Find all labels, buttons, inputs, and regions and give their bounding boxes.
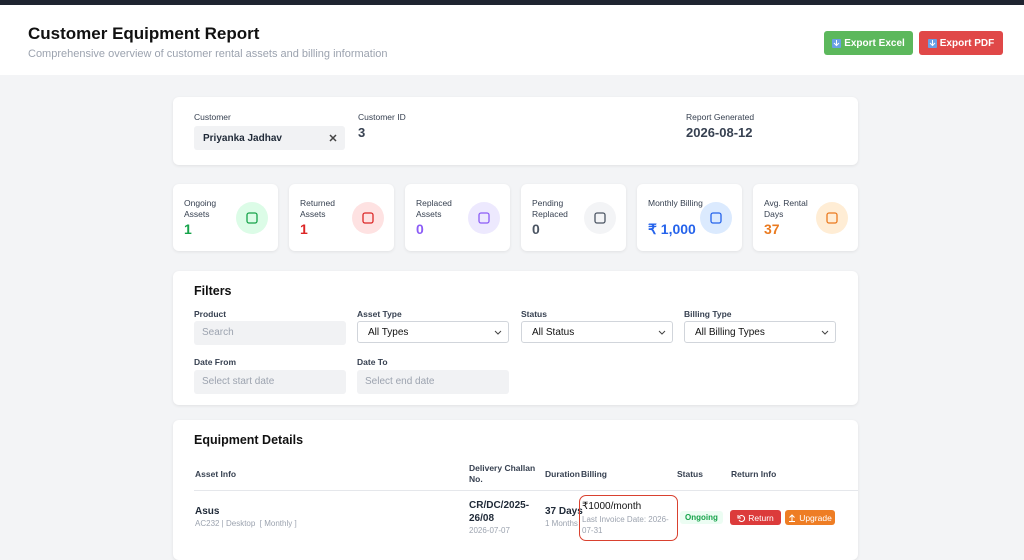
- date-to-input[interactable]: Select end date: [357, 370, 509, 394]
- date-from-input[interactable]: Select start date: [194, 370, 346, 394]
- stat-label: Avg. Rental Days: [764, 198, 808, 219]
- label: Report Generated: [686, 112, 755, 122]
- icon: [362, 212, 374, 224]
- button-label: Export Excel: [844, 37, 905, 49]
- select-value: All Status: [532, 327, 575, 338]
- billing-amount: ₹1000/month: [582, 501, 642, 512]
- chevron: [821, 330, 829, 335]
- filter-label: Date From: [194, 357, 237, 367]
- button-label: Upgrade: [799, 512, 832, 523]
- stat-label: Returned Assets: [300, 198, 335, 219]
- stat-label: Ongoing Assets: [184, 198, 217, 219]
- stat-card: Monthly Billing ₹ 1,000: [637, 184, 742, 251]
- asset-name: Asus: [195, 506, 220, 517]
- filter-label: Asset Type: [357, 309, 402, 319]
- page-title: Customer Equipment Report: [28, 24, 260, 43]
- stat-label: Pending Replaced: [532, 198, 568, 219]
- column-header: Delivery Challan No.: [469, 463, 536, 484]
- download-icon: [832, 38, 842, 48]
- section-title: Filters: [194, 284, 232, 298]
- stat-icon: [352, 202, 384, 234]
- stat-label: Replaced Assets: [416, 198, 452, 219]
- stat-icon: [816, 202, 848, 234]
- clear-icon[interactable]: [329, 134, 337, 142]
- button-label: Return: [748, 512, 774, 523]
- export-pdf-button[interactable]: Export PDF: [919, 31, 1003, 55]
- stat-value: ₹ 1,000: [648, 221, 696, 237]
- filters-card: Filters Product Search Asset Type All Ty…: [173, 271, 858, 405]
- export-excel-button[interactable]: Export Excel: [824, 31, 913, 55]
- stat-label: Monthly Billing: [648, 198, 703, 208]
- select-value: All Billing Types: [695, 327, 765, 338]
- report-date: 2026-08-12: [686, 125, 753, 140]
- asset-detail: AC232 | Desktop [ Monthly ]: [195, 519, 297, 528]
- label: Customer: [194, 112, 231, 122]
- status-select[interactable]: All Status: [521, 321, 673, 343]
- chevron: [494, 330, 502, 335]
- billing-detail: Last Invoice Date: 2026-07-31: [582, 515, 669, 535]
- billing-type-select[interactable]: All Billing Types: [684, 321, 836, 343]
- challan-no: CR/DC/2025-26/08: [469, 500, 530, 524]
- divider: [194, 490, 858, 491]
- filter-label: Status: [521, 309, 547, 319]
- filter-label: Date To: [357, 357, 388, 367]
- stat-value: 0: [532, 221, 540, 237]
- stat-card: Avg. Rental Days 37: [753, 184, 858, 251]
- icon: [826, 212, 838, 224]
- product-input[interactable]: Search: [194, 321, 346, 345]
- stat-icon: [584, 202, 616, 234]
- column-header: Return Info: [731, 469, 777, 479]
- select-value: All Types: [368, 327, 409, 338]
- challan-date: 2026-07-07: [469, 526, 510, 535]
- upgrade-icon: [789, 513, 796, 522]
- stat-value: 0: [416, 221, 424, 237]
- chevron: [658, 330, 666, 335]
- column-header: Billing: [581, 469, 607, 479]
- return-icon: [737, 514, 746, 522]
- stat-value: 1: [300, 221, 308, 237]
- duration-detail: 1 Months: [545, 519, 578, 528]
- column-header: Duration: [545, 469, 580, 479]
- customer-select[interactable]: Priyanka Jadhav: [194, 126, 345, 150]
- icon: [710, 212, 722, 224]
- header: Customer Equipment Report Comprehensive …: [0, 5, 1024, 75]
- stat-value: 1: [184, 221, 192, 237]
- stat-card: Returned Assets 1: [289, 184, 394, 251]
- icon: [478, 212, 490, 224]
- column-header: Asset Info: [195, 469, 237, 479]
- highlight-outline: [579, 495, 678, 541]
- download-icon: [927, 38, 937, 48]
- stat-card: Replaced Assets 0: [405, 184, 510, 251]
- customer-card: Customer Priyanka Jadhav Customer ID 3 R…: [173, 97, 858, 165]
- stat-card: Ongoing Assets 1: [173, 184, 278, 251]
- page-subtitle: Comprehensive overview of customer renta…: [28, 48, 388, 60]
- top-bar: [0, 0, 1024, 5]
- filter-label: Billing Type: [684, 309, 732, 319]
- upgrade-button[interactable]: Upgrade: [785, 510, 835, 525]
- stat-card: Pending Replaced 0: [521, 184, 626, 251]
- column-header: Status: [677, 469, 703, 479]
- button-label: Export PDF: [939, 37, 995, 49]
- status-badge: Ongoing: [680, 511, 723, 524]
- stat-value: 37: [764, 221, 780, 237]
- customer-value: Priyanka Jadhav: [203, 133, 282, 144]
- duration: 37 Days: [545, 506, 583, 517]
- customer-id: 3: [358, 125, 366, 140]
- icon: [246, 212, 258, 224]
- filter-label: Product: [194, 309, 227, 319]
- label: Customer ID: [358, 112, 406, 122]
- asset-type-select[interactable]: All Types: [357, 321, 509, 343]
- section-title: Equipment Details: [194, 433, 304, 447]
- stat-icon: [468, 202, 500, 234]
- equipment-card: Equipment Details Asset Info Delivery Ch…: [173, 420, 858, 560]
- stat-icon: [236, 202, 268, 234]
- stat-icon: [700, 202, 732, 234]
- icon: [594, 212, 606, 224]
- return-button[interactable]: Return: [730, 510, 781, 525]
